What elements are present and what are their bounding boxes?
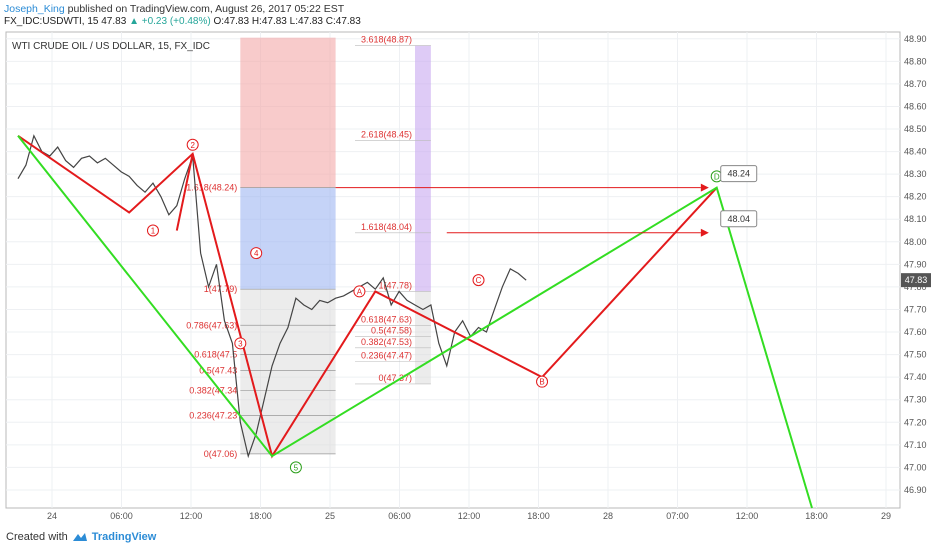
- x-tick-label: 18:00: [527, 511, 550, 521]
- y-tick-label: 48.40: [904, 147, 927, 157]
- y-tick-label: 47.10: [904, 440, 927, 450]
- y-tick-label: 48.50: [904, 124, 927, 134]
- fib-level-label: 2.618(48.45): [361, 129, 412, 139]
- x-tick-label: 24: [47, 511, 57, 521]
- arrow-head-icon: [700, 183, 709, 192]
- fib-zone-blue: [240, 187, 336, 290]
- wave-label: 2: [190, 141, 195, 150]
- fib-level-label: 0.5(47.43: [199, 365, 237, 375]
- fib-level-label: 0(47.37): [378, 373, 412, 383]
- x-tick-label: 29: [881, 511, 891, 521]
- x-tick-label: 28: [603, 511, 613, 521]
- y-tick-label: 48.90: [904, 34, 927, 44]
- fib-zone-gray: [415, 291, 431, 384]
- y-tick-label: 48.00: [904, 237, 927, 247]
- x-tick-label: 06:00: [388, 511, 411, 521]
- wave-label: B: [539, 378, 544, 387]
- wave-label-circle: [289, 461, 302, 474]
- y-tick-label: 48.30: [904, 169, 927, 179]
- wave-label-circle: [353, 285, 366, 298]
- wave-label: 1: [151, 227, 156, 236]
- x-tick-label: 12:00: [458, 511, 481, 521]
- plot-area: [5, 31, 901, 509]
- wave-label: D: [714, 172, 720, 181]
- wave-label-circle: [250, 247, 263, 260]
- y-tick-label: 47.40: [904, 372, 927, 382]
- x-tick-label: 07:00: [666, 511, 689, 521]
- price-series-line: [17, 134, 527, 459]
- fib-level-label: 1.618(48.04): [361, 222, 412, 232]
- y-tick-label: 48.60: [904, 101, 927, 111]
- y-tick-label: 47.30: [904, 395, 927, 405]
- wave-label: 5: [294, 463, 299, 472]
- fib-zone-purple: [415, 45, 431, 292]
- x-tick-label: 06:00: [110, 511, 133, 521]
- up-arrow-icon: ▲: [129, 16, 139, 27]
- footer: Created with TradingView: [0, 528, 932, 550]
- y-tick-label: 47.70: [904, 304, 927, 314]
- ohlc: O:47.83 H:47.83 L:47.83 C:47.83: [213, 16, 361, 27]
- tradingview-brand[interactable]: TradingView: [91, 531, 157, 543]
- green-pattern-line: [17, 135, 813, 509]
- fib-level-label: 0.382(47.34: [189, 386, 237, 396]
- change: +0.23 (+0.48%): [141, 16, 211, 27]
- y-tick-label: 47.60: [904, 327, 927, 337]
- fib-level-label: 0.618(47.5: [194, 350, 237, 360]
- arrow-head-icon: [700, 228, 709, 237]
- x-tick-label: 18:00: [805, 511, 828, 521]
- fib-level-label: 0(47.06): [204, 449, 238, 459]
- y-tick-label: 48.20: [904, 192, 927, 202]
- wave-label: 3: [238, 339, 243, 348]
- publish-info: published on TradingView.com, August 26,…: [67, 3, 345, 15]
- target-callout: [720, 210, 758, 228]
- y-tick-label: 46.90: [904, 485, 927, 495]
- red-pattern-line: [175, 153, 194, 231]
- y-tick-label: 48.10: [904, 214, 927, 224]
- wave-label: C: [476, 276, 482, 285]
- fib-level-label: 0.5(47.58): [371, 326, 412, 336]
- wave-label-circle: [536, 375, 549, 388]
- x-tick-label: 12:00: [736, 511, 759, 521]
- y-tick-label: 48.70: [904, 79, 927, 89]
- wave-label-circle: [146, 224, 159, 237]
- y-tick-label: 47.50: [904, 350, 927, 360]
- y-tick-label: 47.20: [904, 417, 927, 427]
- author-link[interactable]: Joseph_King: [4, 3, 65, 15]
- x-tick-label: 25: [325, 511, 335, 521]
- created-with-text: Created with: [6, 531, 68, 543]
- last-price: 47.83: [101, 16, 127, 27]
- y-tick-label: 48.80: [904, 56, 927, 66]
- fib-level-label: 0.786(47.63): [186, 320, 237, 330]
- wave-label: A: [357, 287, 363, 296]
- y-tick-label: 47.00: [904, 462, 927, 472]
- chart-header: Joseph_King published on TradingView.com…: [0, 0, 932, 30]
- wave-label-circle: [234, 337, 247, 350]
- fib-level-label: 0.236(47.47): [361, 350, 412, 360]
- fib-zone-red: [240, 37, 336, 188]
- publish-line: Joseph_King published on TradingView.com…: [4, 3, 344, 15]
- target-callout: [720, 165, 758, 183]
- x-tick-label: 18:00: [249, 511, 272, 521]
- last-price-tag: [901, 273, 931, 288]
- chart-title: WTI CRUDE OIL / US DOLLAR, 15, FX_IDC: [12, 41, 210, 52]
- fib-level-label: 0.382(47.53): [361, 337, 412, 347]
- fib-level-label: 0.618(47.63): [361, 314, 412, 324]
- target-value: 48.04: [727, 214, 750, 224]
- y-tick-label: 47.90: [904, 259, 927, 269]
- last-price-value: 47.83: [905, 275, 928, 285]
- fib-level-label: 1(47.78): [378, 280, 412, 290]
- wave-label-circle: [472, 274, 485, 287]
- price-chart[interactable]: 48.90 48.80 48.70 48.60 48.50 48.40 48.30 48.20…: [0, 0, 932, 528]
- symbol-line: FX_IDC:USDWTI, 15 47.83 ▲ +0.23 (+0.48%)…: [4, 16, 361, 27]
- x-tick-label: 12:00: [180, 511, 203, 521]
- target-value: 48.24: [727, 169, 750, 179]
- fib-level-label: 0.236(47.23: [189, 411, 237, 421]
- wave-label-circle: [186, 138, 199, 151]
- fib-level-label: 3.618(48.87): [361, 35, 412, 45]
- symbol: FX_IDC:USDWTI, 15: [4, 16, 99, 27]
- fib-level-label: 1.618(48.24): [186, 183, 237, 193]
- wave-label: 4: [254, 249, 259, 258]
- tradingview-logo-icon: [72, 533, 87, 541]
